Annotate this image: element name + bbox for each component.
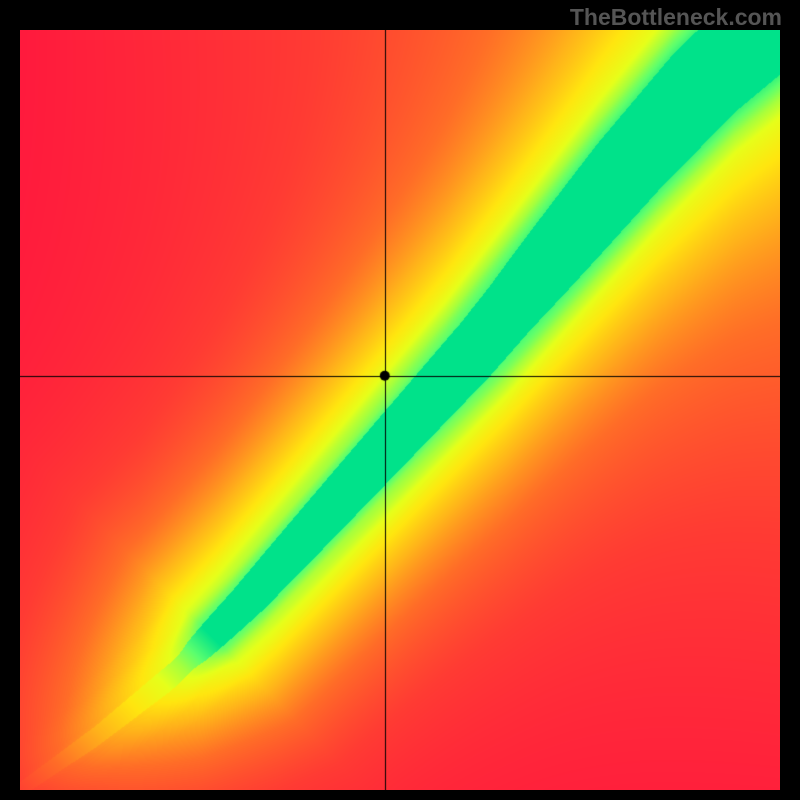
bottleneck-heatmap xyxy=(20,30,780,790)
watermark-text: TheBottleneck.com xyxy=(570,4,782,31)
chart-container: TheBottleneck.com xyxy=(0,0,800,800)
